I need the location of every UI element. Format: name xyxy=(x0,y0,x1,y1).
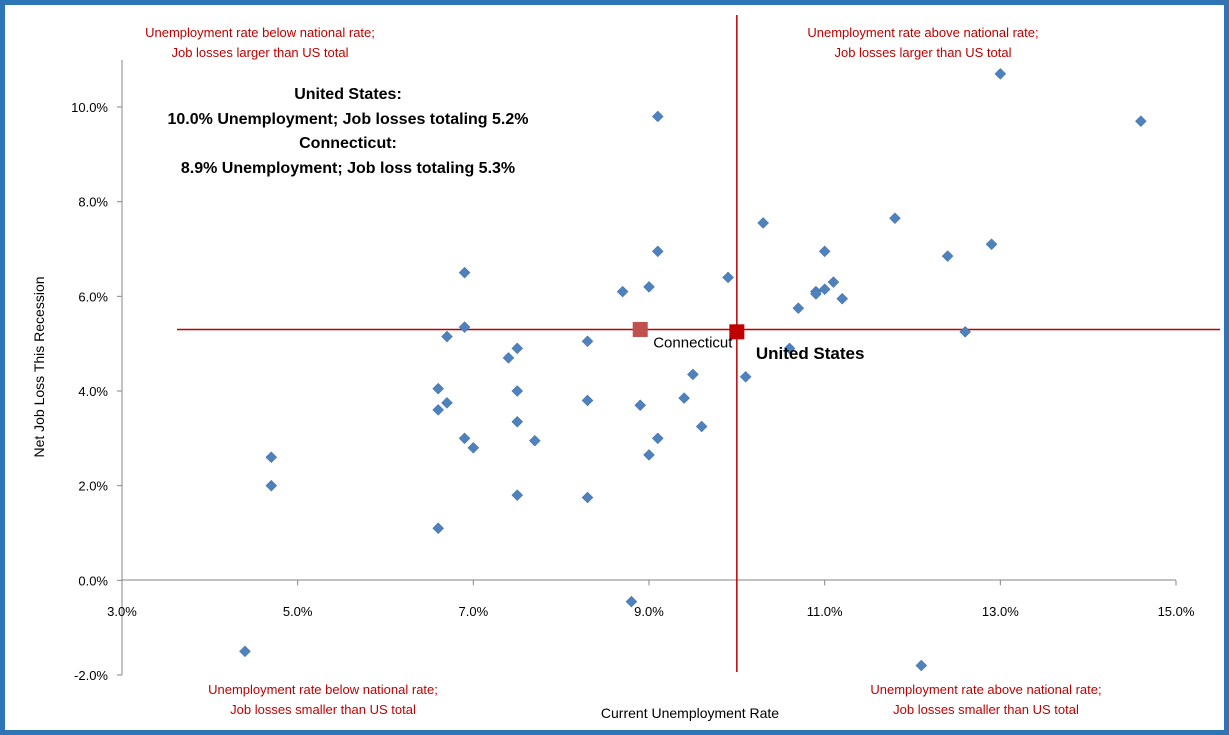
annotation-bottom-right-line1: Unemployment rate above national rate; xyxy=(870,682,1101,697)
state-data-point xyxy=(458,321,471,333)
state-data-point xyxy=(651,110,664,123)
state-data-point xyxy=(695,420,708,433)
state-data-point xyxy=(722,271,734,284)
state-data-point xyxy=(810,288,822,300)
state-data-point xyxy=(889,212,901,225)
state-data-point xyxy=(441,330,453,343)
y-tick-label: 0.0% xyxy=(78,573,108,588)
state-data-point xyxy=(941,250,954,262)
state-data-point xyxy=(511,489,524,501)
x-tick-label: 7.0% xyxy=(459,604,489,619)
state-data-point xyxy=(432,522,445,535)
state-data-point xyxy=(441,396,453,409)
state-data-point xyxy=(511,342,524,355)
state-data-point xyxy=(915,659,928,672)
state-data-point xyxy=(511,415,524,428)
state-data-point xyxy=(818,283,831,296)
state-data-point xyxy=(643,281,655,293)
state-data-point xyxy=(651,432,664,445)
state-data-point xyxy=(687,368,699,381)
state-data-point xyxy=(643,449,655,461)
state-data-point xyxy=(818,245,831,258)
info-ct-detail: 8.9% Unemployment; Job loss totaling 5.3… xyxy=(181,160,515,177)
connecticut-point-label: Connecticut xyxy=(653,334,733,351)
annotation-top-left-line2: Job losses larger than US total xyxy=(171,45,348,60)
x-tick-label: 11.0% xyxy=(807,604,843,619)
y-tick-label: 10.0% xyxy=(71,100,108,115)
state-data-point xyxy=(678,392,690,404)
state-data-point xyxy=(265,451,278,464)
state-data-point xyxy=(985,238,998,251)
state-data-point xyxy=(581,394,594,407)
state-data-point xyxy=(625,595,638,608)
state-data-point xyxy=(239,645,251,658)
info-us-detail: 10.0% Unemployment; Job losses totaling … xyxy=(168,111,529,128)
state-data-point xyxy=(757,217,770,229)
state-data-point xyxy=(467,441,480,454)
y-tick-label: 4.0% xyxy=(78,384,108,399)
x-tick-label: 5.0% xyxy=(283,604,313,619)
state-data-point xyxy=(792,302,805,315)
state-data-point xyxy=(458,432,471,445)
y-tick-marks xyxy=(117,106,122,676)
annotation-top-left-line1: Unemployment rate below national rate; xyxy=(145,25,375,40)
state-data-point xyxy=(511,385,524,397)
state-data-point xyxy=(1135,115,1147,128)
state-data-point xyxy=(634,399,647,412)
x-tick-label: 13.0% xyxy=(982,604,1019,619)
state-data-point xyxy=(616,285,629,298)
state-data-point xyxy=(739,370,752,383)
info-ct-heading: Connecticut: xyxy=(299,135,397,152)
state-data-point xyxy=(432,382,445,395)
connecticut-point xyxy=(632,321,648,337)
state-data-point xyxy=(265,479,278,492)
annotation-bottom-left-line1: Unemployment rate below national rate; xyxy=(208,682,438,697)
united-states-point-label: United States xyxy=(756,344,865,363)
y-axis-title: Net Job Loss This Recession xyxy=(31,276,47,457)
united-states-point xyxy=(729,324,745,340)
state-data-point xyxy=(502,352,515,364)
y-tick-label: 2.0% xyxy=(78,479,108,494)
state-data-point xyxy=(581,335,594,348)
x-axis-title: Current Unemployment Rate xyxy=(601,705,779,721)
y-tick-label: 6.0% xyxy=(78,289,108,304)
x-tick-marks xyxy=(121,580,1177,586)
y-tick-label: -2.0% xyxy=(74,668,108,683)
state-data-point xyxy=(959,325,972,338)
y-tick-label: 8.0% xyxy=(78,195,108,210)
state-data-point xyxy=(994,68,1007,80)
x-tick-label: 15.0% xyxy=(1158,604,1195,619)
state-data-point xyxy=(458,266,471,279)
state-data-point xyxy=(836,292,849,305)
data-points xyxy=(239,68,1147,672)
state-data-point xyxy=(581,491,594,504)
state-data-point xyxy=(651,245,664,258)
state-data-point xyxy=(528,434,541,447)
state-data-point xyxy=(783,342,796,355)
x-tick-label: 9.0% xyxy=(634,604,664,619)
state-data-point xyxy=(827,276,840,288)
x-tick-label: 3.0% xyxy=(107,604,137,619)
annotation-bottom-left-line2: Job losses smaller than US total xyxy=(230,702,416,717)
annotation-top-right-line1: Unemployment rate above national rate; xyxy=(807,25,1038,40)
annotation-top-right-line2: Job losses larger than US total xyxy=(834,45,1011,60)
state-data-point xyxy=(432,404,445,416)
annotation-bottom-right-line2: Job losses smaller than US total xyxy=(893,702,1079,717)
info-us-heading: United States: xyxy=(294,86,402,103)
